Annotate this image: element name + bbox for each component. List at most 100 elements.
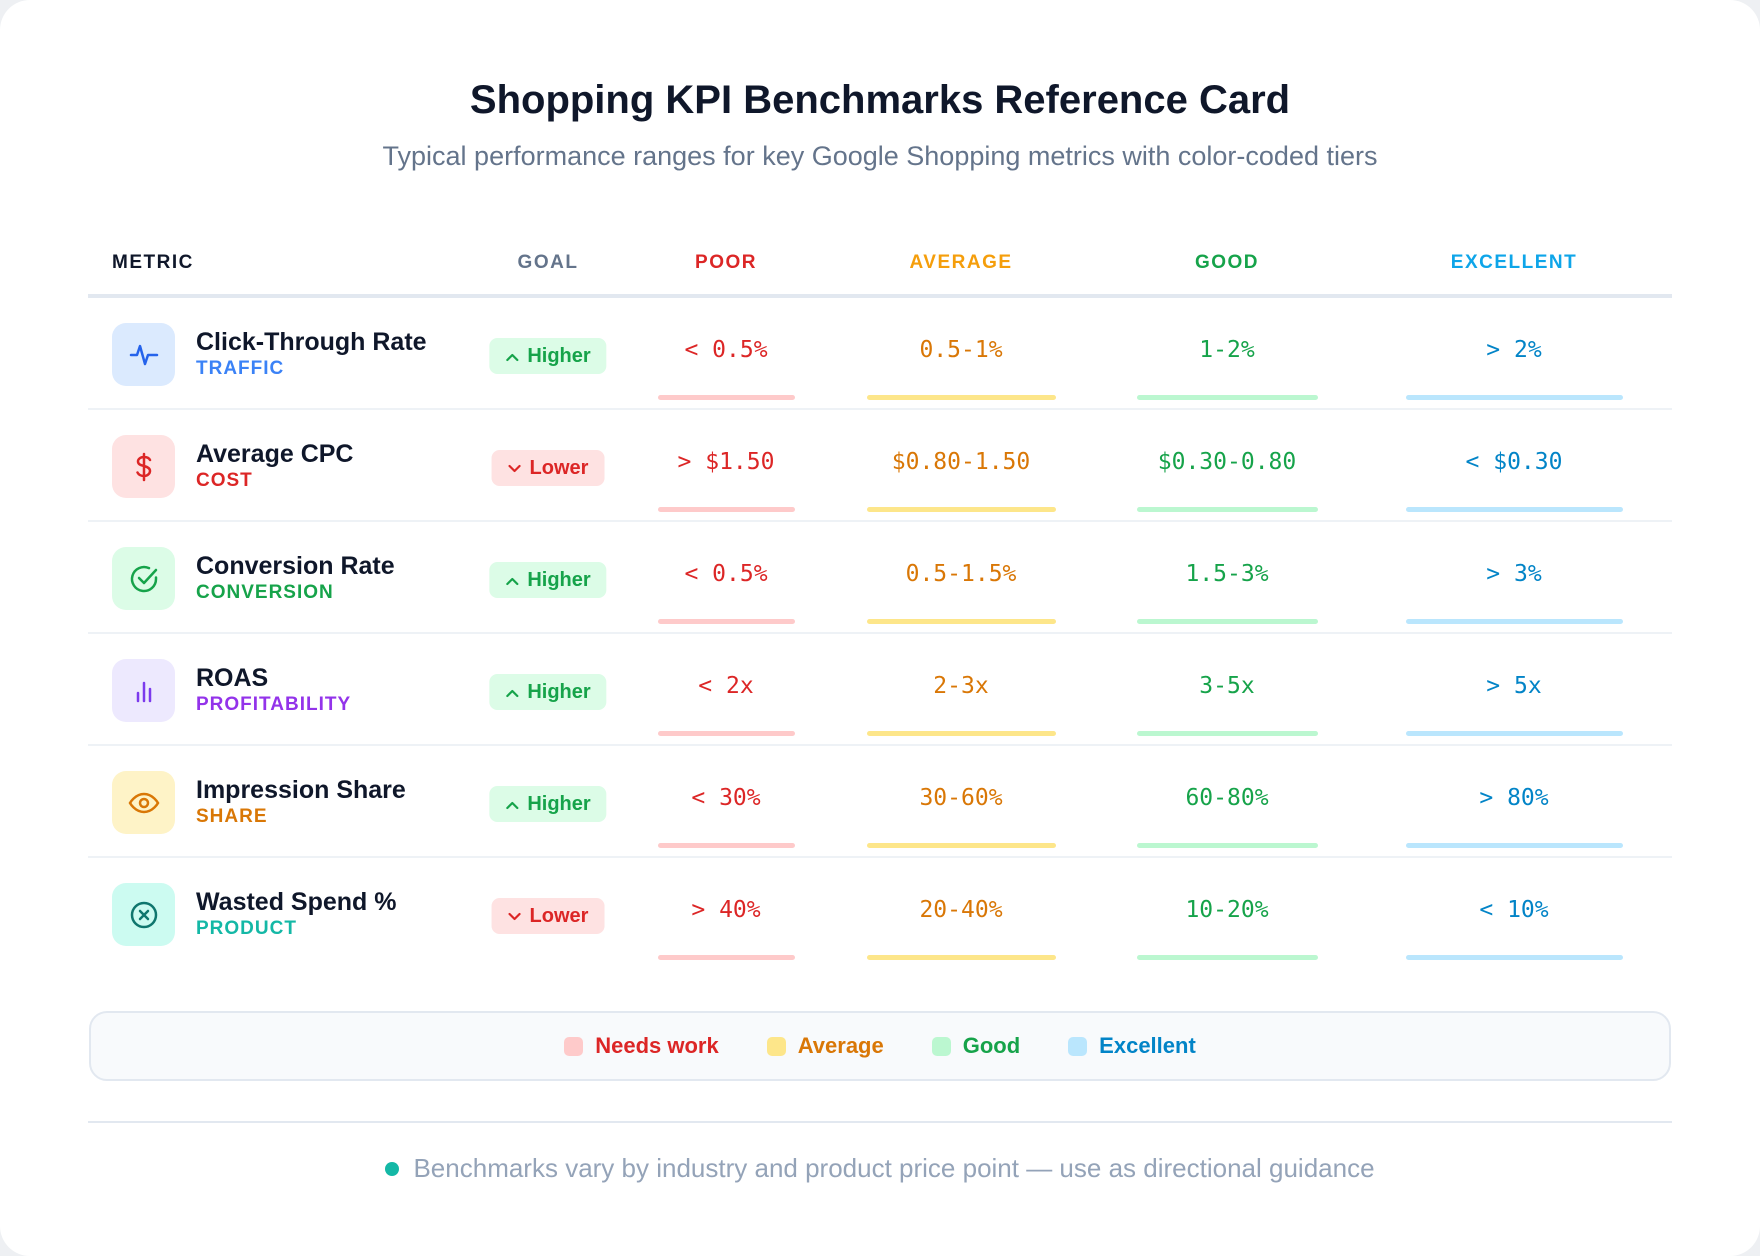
legend-swatch	[564, 1036, 584, 1056]
good-value: $0.30-0.80	[1157, 449, 1297, 475]
good-value: 10-20%	[1185, 897, 1269, 923]
poor-tier-bar	[658, 731, 795, 736]
metric-name: Conversion Rate	[196, 552, 395, 580]
dollar-icon	[112, 435, 175, 498]
excellent-value: > 80%	[1479, 785, 1549, 811]
average-value: 2-3x	[933, 673, 989, 699]
legend-label: Needs work	[595, 1033, 719, 1058]
good-value: 1-2%	[1199, 337, 1255, 363]
good-tier-bar	[1137, 843, 1318, 848]
chevron-up-icon	[505, 793, 519, 816]
average-tier-bar	[867, 619, 1056, 624]
legend-item-good: Good	[931, 1033, 1021, 1059]
poor-tier-bar	[658, 843, 795, 848]
goal-label: Higher	[527, 680, 591, 703]
x-circle-icon	[112, 883, 175, 946]
good-tier-bar	[1137, 619, 1318, 624]
legend-label: Excellent	[1099, 1033, 1196, 1058]
good-tier-bar	[1137, 395, 1318, 400]
header-divider	[88, 294, 1672, 298]
eye-icon	[112, 771, 175, 834]
average-tier-bar	[867, 507, 1056, 512]
metric-category: TRAFFIC	[196, 358, 285, 379]
goal-label: Higher	[527, 568, 591, 591]
footnote: Benchmarks vary by industry and product …	[0, 1153, 1760, 1184]
legend-item-needs-work: Needs work	[564, 1033, 719, 1059]
excellent-tier-bar	[1406, 619, 1623, 624]
chevron-down-icon	[508, 905, 522, 928]
goal-badge: Higher	[489, 674, 607, 710]
excellent-value: > 2%	[1486, 337, 1542, 363]
poor-value: < 0.5%	[684, 337, 768, 363]
metric-category: CONVERSION	[196, 582, 334, 603]
poor-value: < 30%	[691, 785, 761, 811]
legend-swatch	[1068, 1036, 1088, 1056]
metric-name: ROAS	[196, 664, 269, 692]
legend-swatch	[931, 1036, 951, 1056]
table-row: Conversion Rate CONVERSION Higher < 0.5% …	[88, 522, 1672, 634]
page-subtitle: Typical performance ranges for key Googl…	[382, 141, 1378, 171]
poor-tier-bar	[658, 395, 795, 400]
chevron-down-icon	[508, 457, 522, 480]
page-title: Shopping KPI Benchmarks Reference Card	[469, 78, 1291, 122]
average-tier-bar	[867, 843, 1056, 848]
legend: Needs work Average Good Excellent	[89, 1011, 1671, 1081]
header-poor: POOR	[695, 252, 757, 273]
excellent-value: > 5x	[1486, 673, 1542, 699]
average-value: 30-60%	[919, 785, 1003, 811]
poor-tier-bar	[658, 619, 795, 624]
average-value: 0.5-1.5%	[905, 561, 1017, 587]
goal-label: Lower	[529, 456, 589, 479]
legend-item-excellent: Excellent	[1068, 1033, 1196, 1059]
average-value: 0.5-1%	[919, 337, 1003, 363]
good-value: 60-80%	[1185, 785, 1269, 811]
table-row: Average CPC COST Lower > $1.50 $0.80-1.50…	[88, 410, 1672, 522]
average-value: $0.80-1.50	[891, 449, 1031, 475]
metric-name: Average CPC	[196, 440, 354, 468]
header-good: GOOD	[1194, 252, 1260, 273]
average-tier-bar	[867, 955, 1056, 960]
good-tier-bar	[1137, 507, 1318, 512]
activity-icon	[112, 323, 175, 386]
excellent-tier-bar	[1406, 507, 1623, 512]
excellent-tier-bar	[1406, 395, 1623, 400]
header-average: AVERAGE	[909, 252, 1013, 273]
poor-value: > 40%	[691, 897, 761, 923]
table-row: ROAS PROFITABILITY Higher < 2x 2-3x 3-5x …	[88, 634, 1672, 746]
average-tier-bar	[867, 395, 1056, 400]
bullet-dot-icon	[385, 1161, 400, 1176]
goal-badge: Lower	[491, 450, 605, 486]
poor-tier-bar	[658, 507, 795, 512]
poor-value: > $1.50	[677, 449, 775, 475]
footnote-text: Benchmarks vary by industry and product …	[413, 1153, 1375, 1183]
footer-divider	[88, 1121, 1672, 1123]
goal-label: Lower	[529, 904, 589, 927]
average-value: 20-40%	[919, 897, 1003, 923]
goal-badge: Higher	[489, 338, 607, 374]
metric-name: Impression Share	[196, 776, 406, 804]
chevron-up-icon	[505, 681, 519, 704]
metric-category: PROFITABILITY	[196, 694, 352, 715]
good-tier-bar	[1137, 955, 1318, 960]
check-circle-icon	[112, 547, 175, 610]
chevron-up-icon	[505, 569, 519, 592]
legend-label: Good	[962, 1033, 1021, 1058]
header-goal: GOAL	[517, 252, 579, 273]
average-tier-bar	[867, 731, 1056, 736]
excellent-tier-bar	[1406, 731, 1623, 736]
excellent-value: < $0.30	[1465, 449, 1563, 475]
legend-swatch	[766, 1036, 786, 1056]
goal-label: Higher	[527, 792, 591, 815]
good-value: 3-5x	[1199, 673, 1255, 699]
goal-badge: Higher	[489, 562, 607, 598]
poor-value: < 0.5%	[684, 561, 768, 587]
goal-label: Higher	[527, 344, 591, 367]
bar-chart-icon	[112, 659, 175, 722]
metric-name: Click-Through Rate	[196, 328, 427, 356]
table-row: Wasted Spend % PRODUCT Lower > 40% 20-40%…	[88, 858, 1672, 970]
header-excellent: EXCELLENT	[1450, 252, 1578, 273]
excellent-value: > 3%	[1486, 561, 1542, 587]
metric-category: COST	[196, 470, 253, 491]
poor-value: < 2x	[698, 673, 754, 699]
